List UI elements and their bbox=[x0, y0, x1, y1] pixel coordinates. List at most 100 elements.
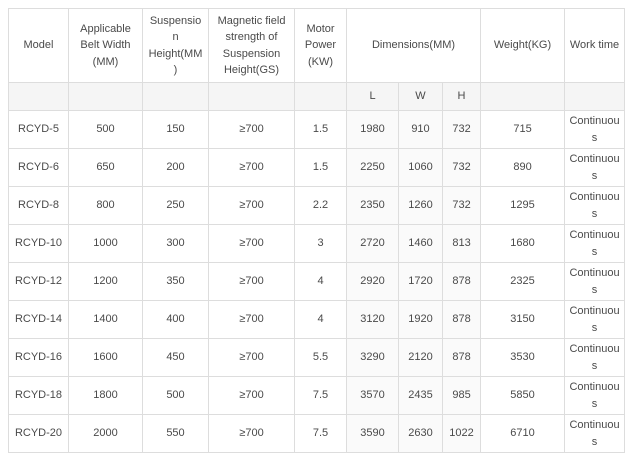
dim-w-cell: 910 bbox=[398, 110, 443, 149]
dim-w-cell: 1920 bbox=[398, 300, 443, 339]
weight-cell: 3530 bbox=[480, 338, 566, 377]
suspension-height-cell: 200 bbox=[142, 148, 209, 187]
magnetic-field-cell: ≥700 bbox=[208, 186, 295, 225]
work-time-cell: Continuous bbox=[564, 262, 626, 301]
magnetic-field-cell: ≥700 bbox=[208, 262, 295, 301]
motor-power-cell: 1.5 bbox=[294, 148, 347, 187]
model-cell: RCYD-14 bbox=[8, 300, 69, 339]
dim-w-cell: 1720 bbox=[398, 262, 443, 301]
dim-l-cell: 2350 bbox=[346, 186, 399, 225]
subheader-empty-work-time bbox=[564, 82, 626, 111]
dim-l-cell: 3290 bbox=[346, 338, 399, 377]
weight-cell: 715 bbox=[480, 110, 566, 149]
belt-width-cell: 650 bbox=[68, 148, 143, 187]
weight-cell: 3150 bbox=[480, 300, 566, 339]
model-cell: RCYD-5 bbox=[8, 110, 69, 149]
dim-l-cell: 1980 bbox=[346, 110, 399, 149]
weight-cell: 1295 bbox=[480, 186, 566, 225]
belt-width-cell: 1400 bbox=[68, 300, 143, 339]
table-row: RCYD-16 1600 450 ≥700 5.5 3290 2120 878 3530 Cont… bbox=[8, 338, 626, 377]
suspension-height-cell: 150 bbox=[142, 110, 209, 149]
belt-width-cell: 800 bbox=[68, 186, 143, 225]
dim-w-cell: 1460 bbox=[398, 224, 443, 263]
belt-width-cell: 2000 bbox=[68, 414, 143, 453]
model-cell: RCYD-18 bbox=[8, 376, 69, 415]
header-belt-width: Applicable Belt Width (MM) bbox=[68, 8, 143, 83]
dim-l-cell: 2920 bbox=[346, 262, 399, 301]
dim-h-cell: 732 bbox=[441, 186, 482, 225]
table-row: RCYD-6 650 200 ≥700 1.5 2250 1060 732 890 Continu… bbox=[8, 148, 626, 187]
magnetic-field-cell: ≥700 bbox=[208, 376, 295, 415]
dim-w-cell: 2120 bbox=[398, 338, 443, 377]
suspension-height-cell: 350 bbox=[142, 262, 209, 301]
table-row: RCYD-18 1800 500 ≥700 7.5 3570 2435 985 5850 Cont… bbox=[8, 376, 626, 415]
dim-l-cell: 2250 bbox=[346, 148, 399, 187]
motor-power-cell: 2.2 bbox=[294, 186, 347, 225]
subheader-empty-motor-power bbox=[294, 82, 347, 111]
motor-power-cell: 1.5 bbox=[294, 110, 347, 149]
work-time-cell: Continuous bbox=[564, 300, 626, 339]
suspension-height-cell: 300 bbox=[142, 224, 209, 263]
work-time-cell: Continuous bbox=[564, 414, 626, 453]
subheader-empty-weight bbox=[480, 82, 566, 111]
suspension-height-cell: 400 bbox=[142, 300, 209, 339]
dim-l-cell: 3570 bbox=[346, 376, 399, 415]
header-weight: Weight(KG) bbox=[480, 8, 566, 83]
work-time-cell: Continuous bbox=[564, 186, 626, 225]
suspension-height-cell: 250 bbox=[142, 186, 209, 225]
header-dimensions: Dimensions(MM) bbox=[345, 8, 482, 83]
model-cell: RCYD-6 bbox=[8, 148, 69, 187]
model-cell: RCYD-8 bbox=[8, 186, 69, 225]
work-time-cell: Continuous bbox=[564, 224, 626, 263]
belt-width-cell: 1800 bbox=[68, 376, 143, 415]
header-work-time: Work time bbox=[564, 8, 626, 83]
subheader-row: L W H bbox=[8, 82, 626, 111]
header-motor-power: Motor Power (KW) bbox=[294, 8, 347, 83]
weight-cell: 1680 bbox=[480, 224, 566, 263]
weight-cell: 890 bbox=[480, 148, 566, 187]
work-time-cell: Continuous bbox=[564, 376, 626, 415]
belt-width-cell: 1600 bbox=[68, 338, 143, 377]
table-row: RCYD-14 1400 400 ≥700 4 3120 1920 878 3150 Contin… bbox=[8, 300, 626, 339]
motor-power-cell: 7.5 bbox=[294, 414, 347, 453]
table-row: RCYD-5 500 150 ≥700 1.5 1980 910 732 715 Continuo… bbox=[8, 110, 626, 149]
subheader-dim-l: L bbox=[346, 82, 399, 111]
model-cell: RCYD-10 bbox=[8, 224, 69, 263]
weight-cell: 5850 bbox=[480, 376, 566, 415]
weight-cell: 2325 bbox=[480, 262, 566, 301]
model-cell: RCYD-12 bbox=[8, 262, 69, 301]
table-row: RCYD-10 1000 300 ≥700 3 2720 1460 813 1680 Contin… bbox=[8, 224, 626, 263]
suspension-height-cell: 500 bbox=[142, 376, 209, 415]
suspension-height-cell: 450 bbox=[142, 338, 209, 377]
model-cell: RCYD-16 bbox=[8, 338, 69, 377]
dim-l-cell: 3120 bbox=[346, 300, 399, 339]
dim-l-cell: 2720 bbox=[346, 224, 399, 263]
subheader-empty-belt-width bbox=[68, 82, 143, 111]
magnetic-field-cell: ≥700 bbox=[208, 110, 295, 149]
subheader-empty-model bbox=[8, 82, 69, 111]
belt-width-cell: 1000 bbox=[68, 224, 143, 263]
subheader-dim-h: H bbox=[441, 82, 482, 111]
subheader-empty-suspension-height bbox=[142, 82, 209, 111]
motor-power-cell: 4 bbox=[294, 262, 347, 301]
dim-h-cell: 732 bbox=[441, 148, 482, 187]
motor-power-cell: 3 bbox=[294, 224, 347, 263]
dim-l-cell: 3590 bbox=[346, 414, 399, 453]
dim-w-cell: 1260 bbox=[398, 186, 443, 225]
magnetic-field-cell: ≥700 bbox=[208, 300, 295, 339]
dim-w-cell: 2435 bbox=[398, 376, 443, 415]
dim-h-cell: 878 bbox=[441, 338, 482, 377]
table-header: Model Applicable Belt Width (MM) Suspens… bbox=[8, 8, 626, 111]
dim-h-cell: 732 bbox=[441, 110, 482, 149]
motor-power-cell: 7.5 bbox=[294, 376, 347, 415]
belt-width-cell: 500 bbox=[68, 110, 143, 149]
dim-h-cell: 985 bbox=[441, 376, 482, 415]
suspension-height-cell: 550 bbox=[142, 414, 209, 453]
belt-width-cell: 1200 bbox=[68, 262, 143, 301]
magnetic-field-cell: ≥700 bbox=[208, 338, 295, 377]
table-row: RCYD-20 2000 550 ≥700 7.5 3590 2630 1022 6710 Con… bbox=[8, 414, 626, 453]
subheader-empty-magnetic-field bbox=[208, 82, 295, 111]
table-row: RCYD-12 1200 350 ≥700 4 2920 1720 878 2325 Contin… bbox=[8, 262, 626, 301]
table-body: RCYD-5 500 150 ≥700 1.5 1980 910 732 715 Continuo… bbox=[8, 110, 626, 453]
